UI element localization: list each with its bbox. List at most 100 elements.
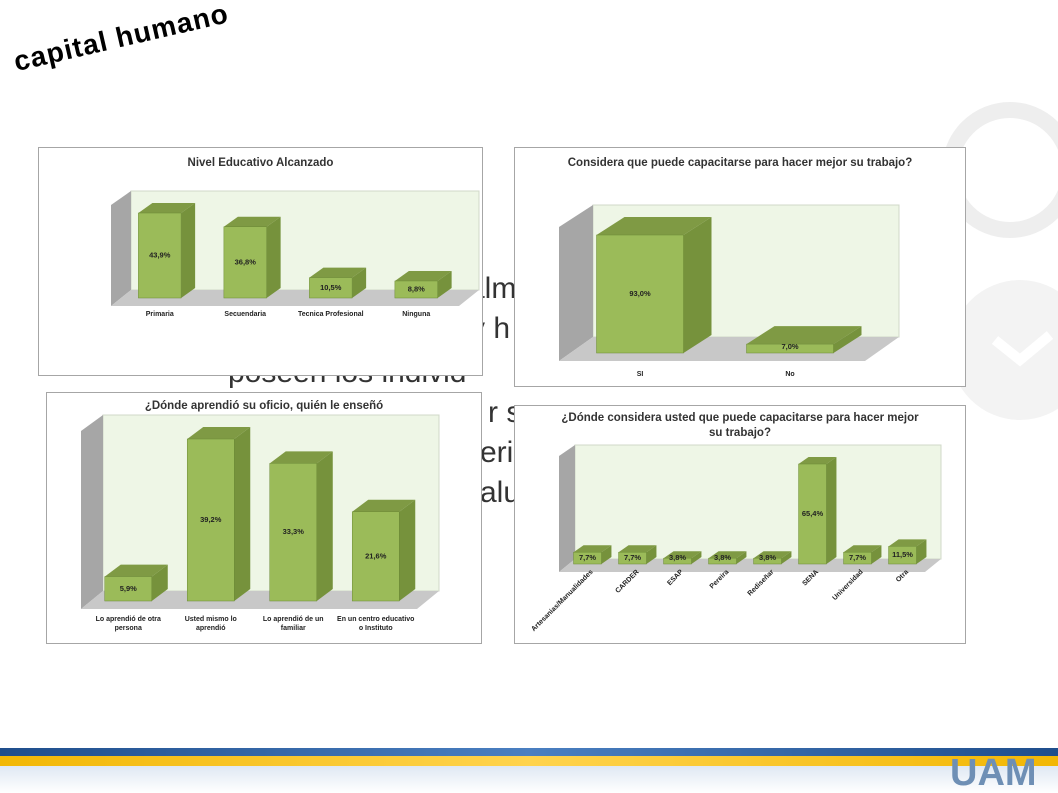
bar	[753, 557, 782, 565]
logo: UAM	[950, 752, 1037, 793]
x-tick-label: Ninguna	[402, 311, 431, 318]
bar	[138, 212, 182, 299]
x-tick-label: En un centro educativo o Instituto	[337, 616, 415, 632]
bar	[596, 234, 684, 354]
footer-band	[0, 766, 1058, 793]
body-text: eri	[480, 436, 514, 469]
x-tick-label: Primaria	[145, 311, 174, 318]
value-label: 33,3%	[283, 527, 305, 536]
chart: Considera que puede capacitarse para hac…	[514, 147, 966, 387]
bar	[394, 280, 438, 299]
chart: Nivel Educativo Alcanzado 43,9% 36,8% 10,5%…	[38, 147, 483, 376]
bar-top	[798, 457, 837, 464]
value-label: 7,7%	[849, 553, 866, 562]
bar	[309, 277, 353, 299]
value-label: 7,0%	[781, 342, 798, 351]
slide-title: capital humano	[10, 0, 232, 78]
x-tick-label: SI	[636, 371, 644, 378]
chart: ¿Dónde considera usted que puede capacit…	[514, 405, 966, 644]
bar	[186, 438, 235, 602]
x-tick-label: Usted mismo lo aprendió	[184, 616, 237, 632]
bar-side	[151, 564, 168, 601]
bar-side	[316, 451, 333, 601]
x-tick-label: Lo aprendió de un familiar	[262, 616, 324, 632]
bar	[843, 551, 872, 565]
plot: 5,9% 39,2% 33,3% 21,6%	[81, 414, 440, 609]
chart: ¿Dónde aprendió su oficio, quién le ense…	[46, 392, 482, 644]
bar-side	[601, 545, 612, 564]
bar-top	[843, 545, 882, 553]
chart-title: ¿Dónde considera usted que puede capacit…	[561, 412, 919, 439]
bar-side	[181, 203, 196, 298]
body-text: alu	[480, 476, 521, 509]
value-label: 8,8%	[408, 284, 425, 293]
bar	[573, 551, 602, 565]
value-label: 5,9%	[120, 584, 137, 593]
bar	[663, 557, 692, 565]
side-wall	[111, 191, 131, 306]
side-wall	[559, 445, 575, 572]
bar-top	[746, 326, 862, 345]
bar-side	[683, 217, 712, 353]
bar	[708, 557, 737, 565]
value-label: 7,7%	[579, 553, 596, 562]
bar	[223, 226, 267, 299]
x-tick-label: Lo aprendió de otra persona	[95, 616, 161, 632]
bar-side	[399, 499, 416, 601]
plot: 7,7% 7,7% 3,8% 3,8% 3,8% 65,4% 7,7% 11,5%	[559, 444, 942, 572]
value-label: 65,4%	[802, 509, 824, 518]
bar-top	[187, 427, 251, 439]
bar-top	[753, 551, 792, 559]
bar	[104, 576, 153, 602]
value-label: 36,8%	[235, 257, 257, 266]
value-label: 7,7%	[624, 553, 641, 562]
bar-top	[138, 203, 196, 213]
value-label: 21,6%	[365, 551, 387, 560]
bar-side	[826, 457, 837, 564]
bar-side	[646, 545, 657, 564]
value-label: 3,8%	[669, 553, 686, 562]
chart-title: ¿Dónde aprendió su oficio, quién le ense…	[144, 400, 384, 412]
value-label: 93,0%	[629, 289, 651, 298]
floor	[111, 290, 479, 306]
value-label: 43,9%	[149, 250, 171, 259]
side-wall	[559, 205, 593, 361]
bar-top	[663, 551, 702, 559]
bar	[351, 511, 400, 602]
bar-side	[781, 551, 792, 564]
bar	[618, 551, 647, 565]
bar	[746, 343, 834, 354]
bar-top	[394, 270, 452, 281]
floor	[81, 591, 439, 609]
bar-top	[618, 545, 657, 553]
bar	[269, 463, 318, 602]
x-tick-label: Tecnica Profesional	[297, 311, 364, 318]
footer-stripe	[0, 756, 1058, 766]
bar-side	[691, 551, 702, 564]
value-label: 3,8%	[759, 553, 776, 562]
bar-top	[573, 545, 612, 553]
bar-side	[833, 326, 862, 353]
x-tick-label: Secuendaria	[224, 311, 267, 318]
bar-top	[269, 451, 333, 464]
bar-top	[888, 539, 927, 547]
bar-side	[871, 545, 882, 564]
plot: 93,0% 7,0%	[559, 204, 900, 361]
bar-side	[266, 216, 281, 298]
chart-title: Considera que puede capacitarse para hac…	[567, 157, 913, 169]
bar-side	[437, 270, 452, 298]
x-tick-label: No	[785, 371, 795, 378]
plot: 43,9% 36,8% 10,5% 8,8%	[111, 190, 480, 306]
bar-side	[736, 551, 747, 564]
bar-side	[916, 539, 927, 564]
bar-top	[223, 216, 281, 227]
bar-top	[309, 267, 367, 278]
floor	[559, 559, 941, 572]
bar	[798, 463, 827, 565]
bar-top	[708, 551, 747, 559]
bar-side	[234, 427, 251, 601]
bar-top	[596, 217, 712, 235]
value-label: 10,5%	[320, 283, 342, 292]
bar-side	[352, 267, 367, 298]
